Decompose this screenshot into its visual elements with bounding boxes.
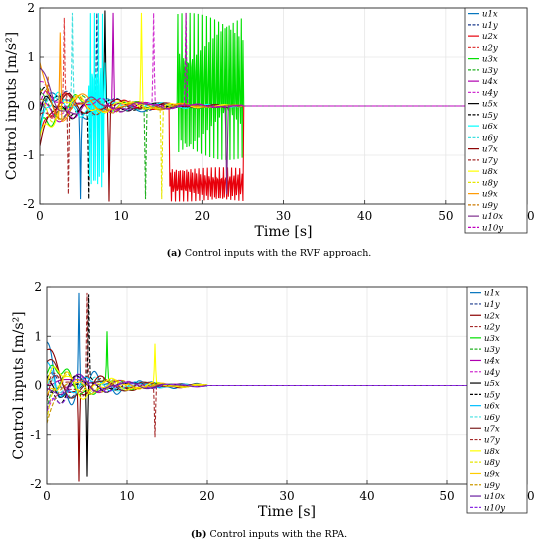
legend-label-u6x: u6x — [482, 122, 498, 132]
legend-label-u5y: u5y — [482, 111, 498, 121]
legend-label-u8x: u8x — [484, 447, 500, 457]
legend-label-u8y: u8y — [484, 458, 500, 468]
legend: u1xu1yu2xu2yu3xu3yu4xu4yu5xu5yu6xu6yu7xu… — [464, 7, 528, 234]
y-tick-label: -1 — [30, 428, 42, 442]
legend-label-u1y: u1y — [482, 21, 498, 31]
x-tick-label: 40 — [357, 209, 372, 223]
legend-label-u4y: u4y — [484, 368, 500, 378]
legend-label-u7x: u7x — [482, 145, 498, 155]
series-line-u6y — [40, 12, 527, 117]
x-tick-label: 40 — [359, 489, 374, 503]
legend-label-u4y: u4y — [482, 88, 498, 98]
series-line-u2y — [40, 17, 527, 119]
legend-label-u8y: u8y — [482, 178, 498, 188]
figure-caption: (b) Control inputs with the RPA. — [191, 529, 347, 540]
y-axis-label: Control inputs [m/s²] — [11, 311, 27, 459]
legend-label-u9y: u9y — [484, 481, 500, 491]
legend-label-u2x: u2x — [484, 311, 500, 321]
x-tick-label: 30 — [276, 209, 291, 223]
y-tick-label: 1 — [27, 50, 35, 64]
legend-label-u9y: u9y — [482, 201, 498, 211]
caption-tag: (a) — [167, 248, 182, 259]
legend-box — [464, 7, 528, 234]
series-line-u10y — [47, 376, 527, 410]
x-axis-label: Time [s] — [258, 504, 316, 520]
legend-label-u3y: u3y — [482, 66, 498, 76]
y-tick-label: 1 — [34, 329, 42, 343]
legend-label-u3y: u3y — [484, 345, 500, 355]
legend-label-u5y: u5y — [484, 390, 500, 400]
y-tick-label: 0 — [27, 99, 35, 113]
series-group — [40, 10, 527, 202]
x-tick-label: 50 — [438, 209, 453, 223]
x-axis-label: Time [s] — [255, 224, 313, 240]
legend-label-u9x: u9x — [484, 469, 500, 479]
x-tick-label: 10 — [119, 489, 134, 503]
y-tick-label: -1 — [23, 148, 35, 162]
x-tick-label: 30 — [279, 489, 294, 503]
legend-label-u10y: u10y — [482, 223, 503, 233]
legend-label-u6y: u6y — [484, 413, 500, 423]
y-axis-label: Control inputs [m/s²] — [4, 32, 20, 180]
legend-label-u6x: u6x — [484, 402, 500, 412]
x-tick-label: 10 — [114, 209, 129, 223]
legend-label-u9x: u9x — [482, 190, 498, 200]
legend-label-u1x: u1x — [482, 10, 498, 20]
legend-label-u7x: u7x — [484, 424, 500, 434]
legend-label-u2y: u2y — [482, 43, 498, 53]
caption-tag: (b) — [191, 529, 207, 540]
figure-caption: (a) Control inputs with the RVF approach… — [167, 248, 372, 259]
legend-label-u1y: u1y — [484, 300, 500, 310]
legend-label-u7y: u7y — [482, 156, 498, 166]
legend-label-u10x: u10x — [484, 492, 505, 502]
y-tick-label: 2 — [34, 280, 42, 294]
series-line-u10y — [40, 12, 527, 120]
legend-label-u3x: u3x — [484, 334, 500, 344]
x-tick-label: 20 — [199, 489, 214, 503]
legend-box — [466, 286, 528, 514]
y-tick-label: 0 — [34, 379, 42, 393]
x-tick-label: 20 — [195, 209, 210, 223]
legend-label-u1x: u1x — [484, 289, 500, 299]
legend-label-u3x: u3x — [482, 55, 498, 65]
legend-label-u5x: u5x — [482, 100, 498, 110]
legend-label-u7y: u7y — [484, 436, 500, 446]
x-tick-label: 0 — [43, 489, 51, 503]
legend-label-u5x: u5x — [484, 379, 500, 389]
y-tick-label: -2 — [23, 197, 35, 211]
caption-text: Control inputs with the RPA. — [207, 529, 348, 540]
caption-text: Control inputs with the RVF approach. — [182, 248, 372, 259]
legend-label-u4x: u4x — [482, 77, 498, 87]
x-tick-label: 0 — [36, 209, 44, 223]
legend-label-u6y: u6y — [482, 133, 498, 143]
legend-label-u10y: u10y — [484, 503, 505, 513]
series-group — [47, 292, 527, 482]
legend-label-u2x: u2x — [482, 32, 498, 42]
series-line-u9y — [40, 76, 527, 121]
y-tick-label: 2 — [27, 1, 35, 15]
legend-label-u2y: u2y — [484, 323, 500, 333]
legend-label-u10x: u10x — [482, 212, 503, 222]
x-tick-label: 50 — [439, 489, 454, 503]
y-tick-label: -2 — [30, 477, 42, 491]
legend-label-u4x: u4x — [484, 356, 500, 366]
legend-label-u8x: u8x — [482, 167, 498, 177]
